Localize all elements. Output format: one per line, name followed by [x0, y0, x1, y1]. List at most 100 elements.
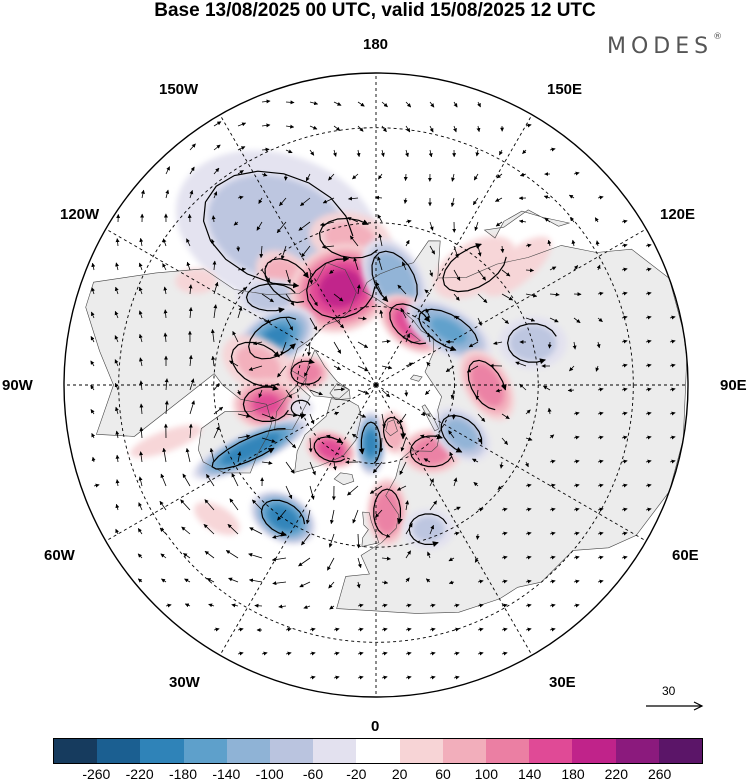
wind-arrow: [356, 533, 361, 549]
streamline: [242, 384, 289, 422]
wind-arrow: [477, 507, 484, 512]
wind-arrow: [249, 527, 263, 535]
wind-arrow: [309, 101, 319, 106]
colorbar-swatch: [270, 739, 314, 763]
wind-arrow: [669, 459, 676, 464]
wind-arrow: [165, 166, 170, 175]
streamline: [442, 243, 507, 293]
wind-arrow: [549, 579, 556, 584]
wind-arrow: [645, 315, 652, 320]
colorbar-swatch: [529, 739, 573, 763]
streamlines: [202, 170, 557, 547]
wind-arrow: [211, 355, 216, 367]
wind-arrow: [405, 125, 411, 133]
streamline: [371, 250, 418, 302]
wind-arrow: [285, 461, 295, 474]
wind-arrow: [573, 555, 580, 560]
wind-arrow: [501, 651, 508, 656]
wind-arrow: [305, 509, 311, 525]
wind-arrow: [139, 426, 144, 439]
wind-arrow: [453, 477, 458, 487]
colorbar: [53, 738, 703, 764]
wind-arrow: [405, 500, 410, 511]
wind-arrow: [184, 578, 191, 583]
colorbar-tick-label: 220: [604, 766, 629, 782]
wind-arrow: [161, 578, 167, 583]
wind-arrow: [229, 360, 239, 367]
lon-label-180: 180: [363, 36, 389, 53]
wind-arrow: [477, 413, 486, 422]
wind-arrow: [307, 341, 312, 357]
wind-arrow: [379, 309, 384, 319]
wind-arrow: [357, 603, 364, 608]
wind-arrow: [573, 603, 580, 608]
wind-arrow: [261, 123, 271, 128]
wind-arrow: [429, 651, 436, 656]
wind-arrow: [159, 500, 167, 511]
wind-arrow: [381, 533, 391, 538]
wind-arrow: [669, 411, 676, 416]
wind-arrow: [549, 147, 556, 152]
wind-arrow: [453, 627, 460, 632]
wind-arrow: [309, 461, 316, 476]
wind-arrow: [645, 363, 652, 368]
wind-arrow: [381, 101, 388, 108]
wind-arrow: [399, 461, 407, 475]
wind-arrow: [525, 461, 529, 468]
anomaly-center: [130, 424, 202, 458]
wind-arrow: [91, 287, 95, 295]
wind-arrow: [357, 557, 362, 569]
wind-arrow: [233, 221, 239, 226]
arrow-right-icon: [646, 701, 704, 711]
wind-arrow: [597, 387, 604, 392]
wind-arrow: [183, 552, 191, 559]
wind-arrow: [429, 675, 436, 680]
wind-arrow: [309, 675, 316, 680]
wind-arrow: [258, 389, 263, 398]
wind-arrow: [90, 384, 95, 391]
wind-arrow: [329, 605, 335, 610]
wind-arrow: [115, 503, 120, 511]
wind-arrow: [448, 580, 455, 585]
wind-arrow: [547, 407, 552, 415]
wind-arrow: [525, 531, 532, 536]
wind-arrow: [472, 458, 479, 463]
wind-arrow: [137, 553, 143, 559]
wind-arrow: [596, 341, 601, 349]
wind-arrow: [453, 293, 460, 301]
colorbar-swatch: [226, 739, 271, 763]
wind-arrow: [357, 675, 364, 680]
wind-arrow: [115, 406, 119, 415]
wind-arrow: [163, 332, 168, 343]
anomaly-contour-fill: [130, 424, 202, 458]
wind-arrow: [645, 267, 652, 272]
wind-arrow: [621, 291, 628, 296]
wind-arrow: [333, 101, 342, 106]
wind-arrow: [300, 197, 311, 207]
wind-arrow: [381, 389, 391, 398]
wind-arrow: [381, 556, 391, 561]
wind-arrow: [237, 627, 244, 632]
wind-arrow: [549, 434, 555, 439]
colorbar-tick-label: 140: [517, 766, 542, 782]
wind-arrow: [90, 311, 95, 319]
wind-arrow: [542, 385, 551, 391]
anomaly-contour-fill: [374, 490, 400, 534]
wind-arrow: [301, 533, 311, 546]
colorbar-tick-label: -180: [168, 766, 198, 782]
wind-arrow: [375, 281, 383, 295]
wind-arrow: [189, 143, 196, 151]
wind-arrow: [237, 170, 244, 175]
wind-arrow: [189, 166, 195, 175]
colorbar-swatch: [658, 739, 703, 763]
wind-arrow: [621, 219, 628, 224]
wind-arrow: [543, 195, 551, 200]
wind-arrow: [333, 125, 341, 131]
wind-arrow: [595, 365, 600, 372]
wind-arrow: [573, 507, 580, 512]
wind-arrow: [138, 476, 143, 487]
wind-arrow: [495, 197, 503, 202]
wind-arrow: [237, 122, 247, 127]
wind-arrow: [329, 269, 335, 274]
wind-arrow: [285, 269, 291, 284]
